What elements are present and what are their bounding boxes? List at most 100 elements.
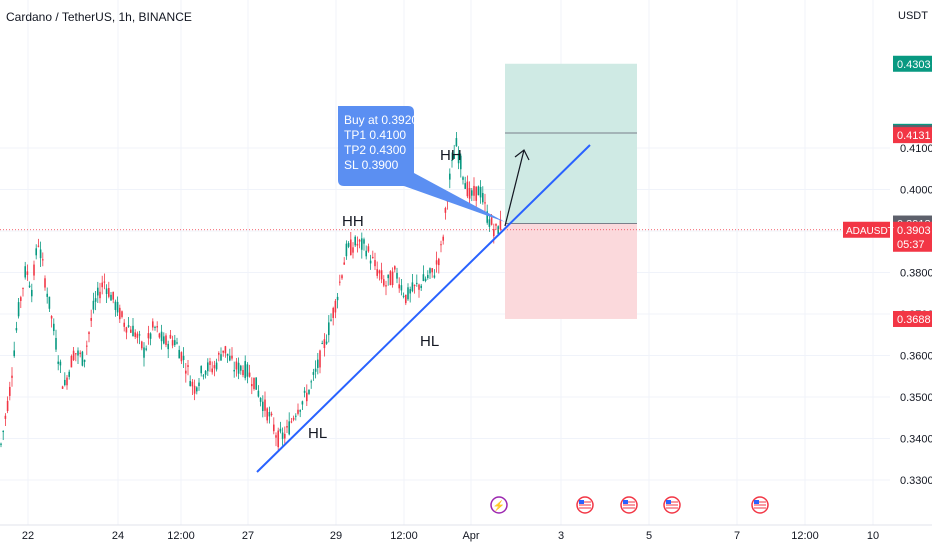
price-label-text: 0.3688: [897, 314, 931, 326]
candle-body: [385, 285, 387, 287]
candle-body: [202, 375, 205, 377]
candle-body: [339, 281, 341, 283]
candle-body: [402, 295, 405, 297]
candle-body: [407, 287, 409, 300]
candle-body: [231, 355, 233, 359]
candle-body: [119, 307, 121, 320]
candle-body: [466, 181, 469, 197]
candle-body: [405, 294, 407, 304]
candle-body: [438, 258, 440, 266]
candle-body: [457, 153, 460, 164]
candle-body: [264, 399, 266, 411]
candle-body: [301, 401, 304, 405]
candle-body: [297, 409, 299, 414]
candle-body: [262, 401, 264, 412]
candle-body: [9, 386, 11, 396]
candle-body: [182, 355, 185, 360]
candle-body: [453, 153, 455, 159]
candle-body: [125, 327, 128, 333]
candle-body: [110, 294, 112, 301]
candle-body: [365, 250, 367, 257]
candle-body: [224, 346, 227, 354]
candle-body: [358, 239, 361, 242]
candle-body: [112, 291, 114, 300]
symbol-tag: [843, 221, 890, 238]
candle-body: [72, 350, 75, 361]
candle-body: [451, 159, 453, 161]
last-price-badge: [893, 221, 932, 252]
candle-body: [37, 245, 40, 247]
countdown-text: 05:37: [897, 239, 925, 251]
flag-canton: [666, 500, 671, 504]
candle-body: [11, 375, 13, 378]
candle-body: [455, 138, 458, 147]
candle-body: [277, 430, 279, 448]
candle-body: [242, 370, 244, 376]
price-label-badge: [893, 55, 932, 72]
candle-body: [215, 362, 218, 370]
candle-body: [345, 243, 348, 257]
y-tick-label: 0.3600: [900, 351, 932, 363]
candle-body: [180, 352, 183, 362]
x-tick-label: 7: [734, 530, 740, 542]
swing-label: HH: [440, 147, 462, 164]
candle-body: [367, 246, 370, 252]
target-zone: [505, 63, 637, 224]
candle-body: [468, 187, 471, 199]
x-tick-label: Apr: [462, 530, 479, 542]
y-tick-label: 0.3400: [900, 434, 932, 446]
candle-body: [4, 415, 7, 419]
candle-body: [471, 190, 473, 196]
candle-body: [196, 387, 198, 392]
candle-body: [321, 343, 323, 345]
candle-body: [141, 341, 143, 349]
price-label-text: 0.4131: [897, 130, 931, 142]
candle-body: [147, 333, 150, 339]
candle-body: [237, 362, 240, 374]
y-tick-label: 0.3800: [900, 268, 932, 280]
candle-body: [295, 415, 297, 417]
candle-body: [77, 350, 79, 356]
candle-body: [290, 421, 293, 423]
candle-body: [83, 359, 86, 362]
candle-body: [475, 186, 477, 201]
candle-body: [149, 333, 152, 339]
candle-body: [136, 333, 139, 338]
candle-body: [372, 256, 374, 258]
flag-canton: [579, 500, 584, 504]
candle-body: [376, 269, 378, 276]
candle-body: [121, 311, 123, 317]
candle-body: [396, 272, 398, 279]
candle-body: [363, 239, 365, 244]
candle-body: [127, 325, 130, 327]
x-tick-label: 24: [112, 530, 124, 542]
price-label-badge: [893, 127, 932, 144]
candle-body: [308, 389, 310, 394]
swing-label: HL: [308, 425, 327, 442]
candle-body: [490, 217, 493, 225]
candle-body: [418, 284, 420, 290]
trend-line: [256, 144, 591, 473]
candle-body: [422, 274, 425, 282]
candle-body: [233, 369, 235, 372]
candle-body: [279, 428, 282, 432]
candle-body: [336, 296, 339, 301]
candle-body: [389, 271, 392, 286]
candle-body: [427, 274, 429, 279]
candle-body: [306, 392, 308, 402]
x-tick-label: 12:00: [791, 530, 819, 542]
candle-body: [86, 345, 88, 347]
candle-body: [462, 177, 464, 180]
candle-body: [97, 287, 99, 296]
candle-body: [213, 365, 216, 369]
candle-body: [312, 372, 315, 375]
candle-body: [154, 326, 156, 328]
candle-body: [341, 275, 343, 279]
candle-body: [229, 355, 231, 361]
candle-body: [328, 322, 330, 336]
candle-body: [94, 298, 97, 302]
price-label-text: 0.3903: [897, 225, 931, 237]
candle-body: [334, 300, 337, 313]
